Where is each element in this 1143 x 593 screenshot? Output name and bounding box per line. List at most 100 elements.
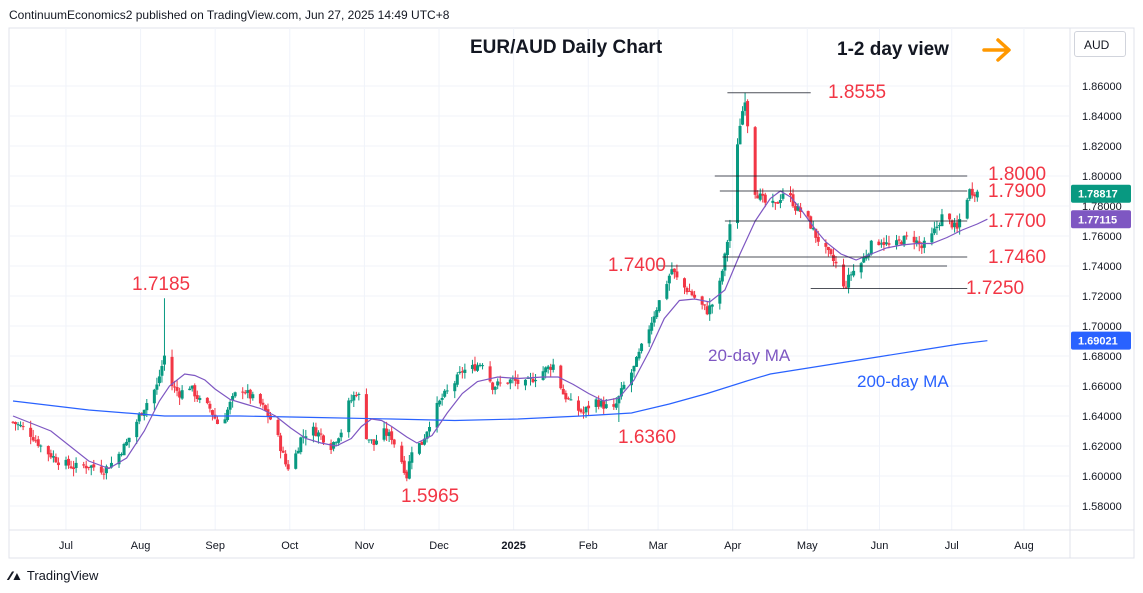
candle-body — [965, 199, 969, 219]
candle-body — [198, 398, 202, 400]
candle-body — [912, 236, 916, 243]
candle-body — [559, 365, 563, 389]
candle-body — [599, 400, 603, 407]
candle-body — [513, 377, 517, 381]
candle-body — [647, 329, 651, 344]
candle-body — [16, 424, 20, 426]
candle-body — [955, 222, 959, 229]
candle-body — [667, 275, 671, 284]
x-tick-label: Apr — [724, 540, 741, 552]
candle-body — [294, 453, 298, 469]
candle-body — [632, 365, 636, 372]
x-tick-label: Aug — [1014, 540, 1034, 552]
candle-body — [582, 412, 586, 414]
candle-body — [72, 467, 76, 470]
footer-brand: TradingView — [26, 568, 99, 583]
candle-body — [46, 446, 50, 455]
candle-body — [496, 381, 500, 386]
candle-body — [705, 306, 709, 315]
candle-body — [69, 466, 73, 469]
candle-body — [316, 432, 320, 437]
candle-body — [258, 394, 262, 404]
candle-body — [831, 254, 835, 262]
candle-body — [21, 426, 25, 428]
candle-body — [900, 241, 904, 245]
candle-body — [246, 390, 250, 393]
candle-body — [796, 205, 800, 211]
candle-body — [460, 371, 464, 373]
level-label: 1.7700 — [988, 211, 1046, 232]
candle-body — [564, 393, 568, 400]
candle-body — [531, 378, 535, 383]
candle-body — [579, 409, 583, 413]
annotation-high-label: 1.7185 — [132, 274, 190, 295]
candle-body — [584, 406, 588, 413]
candle-body — [685, 288, 689, 293]
candle-body — [862, 257, 866, 263]
candle-body — [382, 428, 386, 440]
candle-body — [109, 462, 113, 468]
candle-body — [773, 202, 777, 204]
candle-body — [905, 235, 909, 237]
candle-body — [440, 397, 444, 400]
ma200-line — [12, 340, 988, 422]
candle-body — [248, 389, 252, 399]
candle-body — [281, 450, 285, 453]
candle-body — [829, 249, 833, 255]
candle-body — [392, 439, 396, 445]
candle-body — [475, 365, 479, 371]
candle-body — [614, 403, 618, 408]
candle-body — [887, 243, 891, 245]
price-badge — [1071, 331, 1131, 350]
candle-body — [160, 366, 164, 376]
currency-selector-button[interactable]: AUD — [1074, 31, 1126, 57]
chart-title: EUR/AUD Daily Chart — [470, 37, 663, 58]
candle-body — [241, 391, 245, 393]
level-label: 1.7460 — [988, 247, 1046, 268]
x-tick-label: Aug — [131, 540, 151, 552]
y-tick-label: 1.62000 — [1082, 441, 1122, 453]
candle-body — [407, 461, 411, 479]
candle-body — [54, 456, 58, 463]
candle-body — [920, 245, 924, 249]
candle-body — [675, 271, 679, 278]
candle-body — [180, 390, 184, 399]
candle-body — [970, 188, 974, 196]
candle-body — [367, 439, 371, 441]
candle-body — [410, 452, 414, 463]
candle-body — [816, 236, 820, 242]
candle-body — [435, 402, 439, 428]
candle-body — [617, 396, 621, 404]
candle-body — [763, 194, 767, 203]
x-tick-label: Dec — [429, 540, 449, 552]
candle-body — [195, 395, 199, 400]
candle-body — [375, 440, 379, 445]
candle-body — [493, 386, 497, 390]
candle-body — [34, 440, 38, 442]
candle-body — [546, 366, 550, 369]
y-tick-label: 1.80000 — [1082, 171, 1122, 183]
candle-body — [387, 432, 391, 437]
candle-body — [104, 466, 108, 474]
candle-body — [657, 300, 661, 312]
candle-body — [940, 214, 944, 227]
candle-body — [173, 386, 177, 388]
candle-body — [425, 431, 429, 439]
candle-body — [844, 286, 848, 288]
candle-body — [49, 453, 53, 458]
candle-body — [438, 400, 442, 405]
candle-body — [263, 405, 267, 411]
candle-body — [789, 193, 793, 195]
candle-body — [771, 200, 775, 203]
tradingview-logo-icon: ⁄⁄▲ — [9, 568, 23, 583]
y-tick-label: 1.86000 — [1082, 81, 1122, 93]
candle-body — [64, 459, 68, 466]
candle-body — [84, 465, 88, 469]
candle-body — [852, 270, 856, 276]
price-badge-label: 1.77115 — [1078, 214, 1117, 226]
candle-body — [736, 144, 739, 224]
candle-body — [82, 464, 86, 466]
candle-body — [937, 225, 941, 227]
ma20-label: 20-day MA — [708, 346, 791, 365]
